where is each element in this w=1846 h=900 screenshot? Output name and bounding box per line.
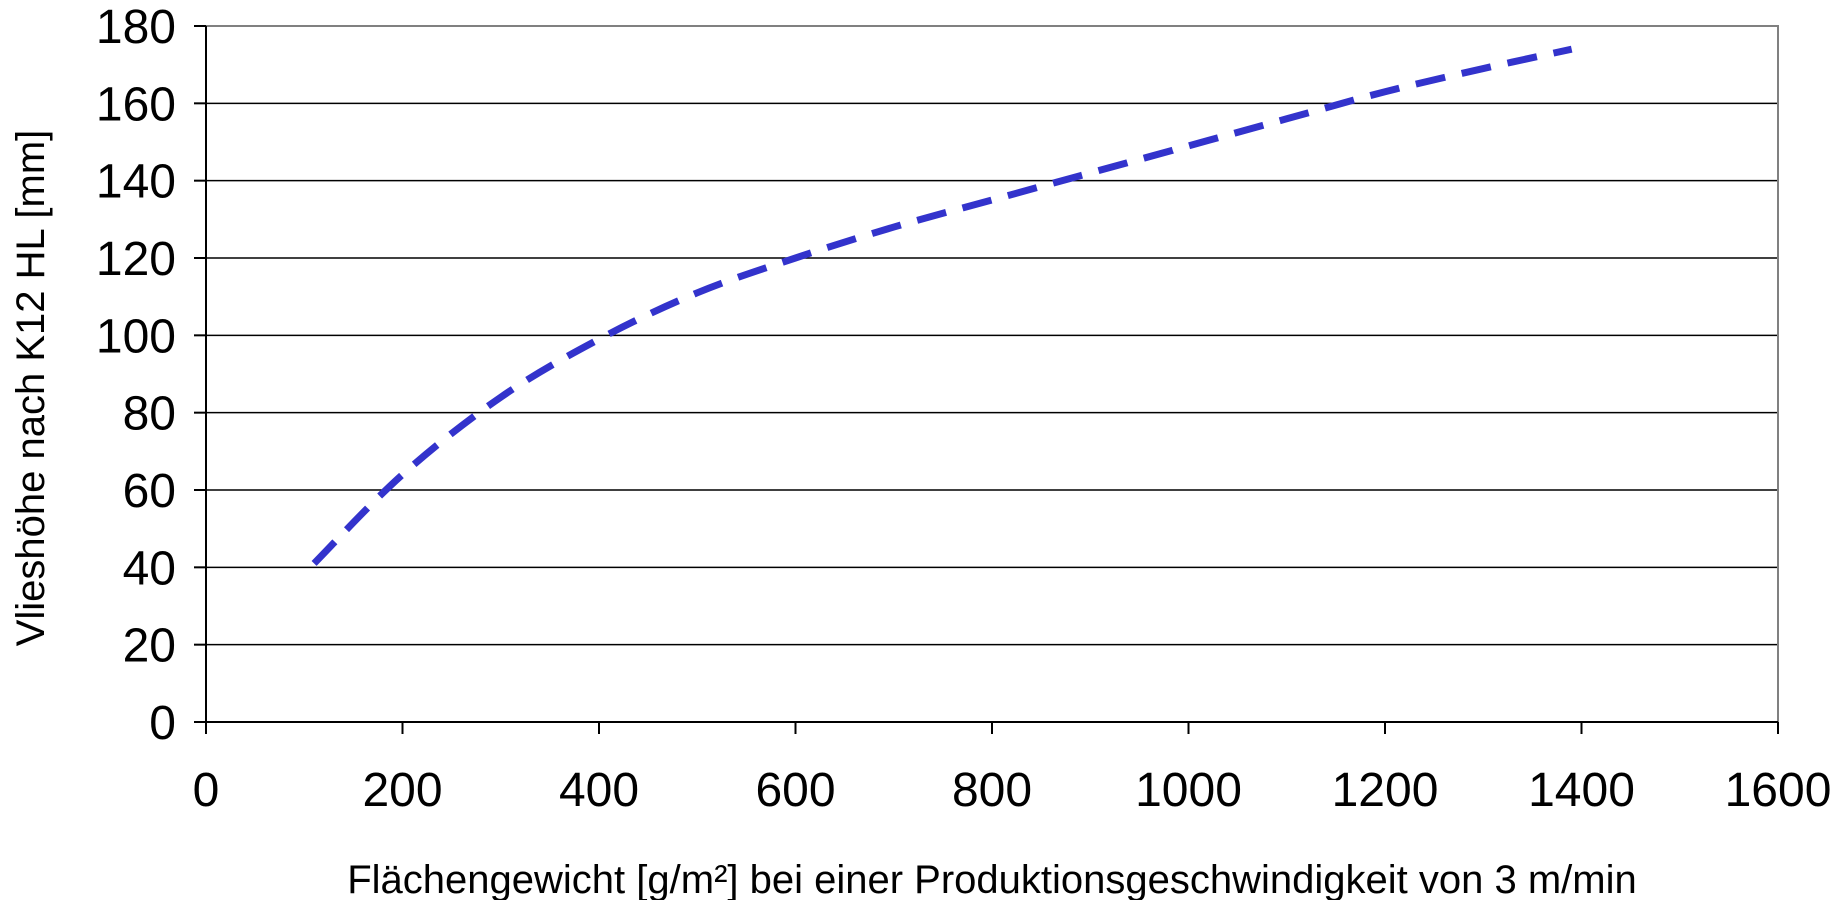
x-tick-label: 0 [193, 764, 220, 817]
gridlines [206, 25, 1778, 646]
y-axis-title: Vlieshöhe nach K12 HL [mm] [9, 130, 53, 647]
y-tick-label: 80 [123, 388, 176, 441]
y-tick-label: 180 [96, 1, 176, 54]
x-tick-label: 600 [755, 764, 835, 817]
x-tick-label: 400 [559, 764, 639, 817]
plot-area-frame [205, 25, 1779, 723]
y-tick-label: 60 [123, 465, 176, 518]
series-line-0 [311, 45, 1573, 566]
y-tick-label: 20 [123, 620, 176, 673]
y-tick-label: 120 [96, 233, 176, 286]
y-tick-label: 100 [96, 310, 176, 363]
y-tick-label: 160 [96, 78, 176, 131]
x-tick-label: 1200 [1332, 764, 1439, 817]
x-tick-label: 1000 [1135, 764, 1242, 817]
x-axis-ticks: 0 200 400 600 800 1000 1200 1400 1600 [193, 722, 1832, 817]
y-tick-label: 40 [123, 542, 176, 595]
y-axis-ticks: 0 20 40 60 80 100 120 140 160 180 [96, 1, 206, 750]
series-layer [311, 45, 1573, 566]
y-tick-label: 140 [96, 156, 176, 209]
y-tick-label: 0 [149, 697, 176, 750]
x-tick-label: 200 [362, 764, 442, 817]
x-axis-title: Flächengewicht [g/m²] bei einer Produkti… [347, 858, 1637, 900]
x-tick-label: 1400 [1528, 764, 1635, 817]
x-tick-label: 800 [952, 764, 1032, 817]
x-tick-label: 1600 [1725, 764, 1832, 817]
